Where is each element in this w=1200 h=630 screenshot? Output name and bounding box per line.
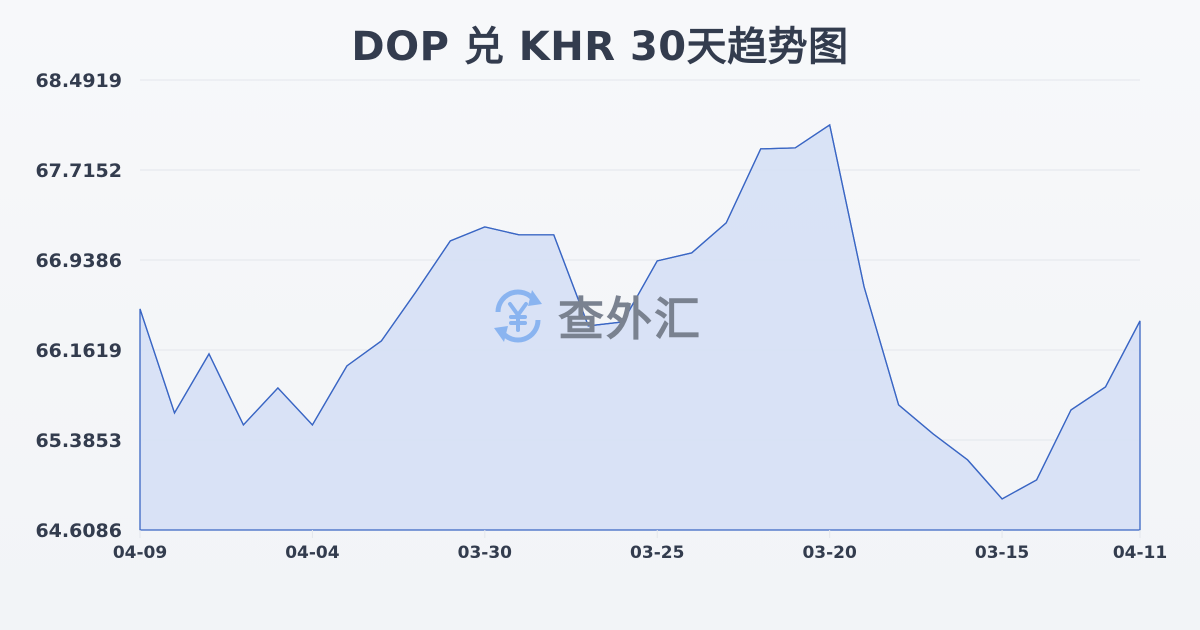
y-tick-label: 65.3853 xyxy=(35,430,122,452)
x-tick-label: 04-04 xyxy=(285,543,340,563)
y-tick-label: 64.6086 xyxy=(35,520,122,542)
x-tick-label: 03-30 xyxy=(458,543,513,563)
y-tick-label: 67.7152 xyxy=(35,160,122,182)
y-axis: 68.4919 67.7152 66.9386 66.1619 65.3853 64.60… xyxy=(35,70,122,542)
x-tick-label: 04-11 xyxy=(1113,543,1167,563)
y-tick-label: 66.9386 xyxy=(35,250,122,272)
watermark: 查外汇 xyxy=(488,286,702,346)
x-tick-label: 03-15 xyxy=(975,543,1029,563)
x-tick-label: 03-20 xyxy=(802,543,857,563)
y-tick-label: 68.4919 xyxy=(35,70,122,92)
x-tick-label: 03-25 xyxy=(630,543,684,563)
x-tick-label: 04-09 xyxy=(113,543,167,563)
yen-exchange-icon xyxy=(494,289,542,343)
chart-title: DOP 兑 KHR 30天趋势图 xyxy=(351,24,849,70)
watermark-text: 查外汇 xyxy=(558,292,702,346)
x-axis: 04-09 04-04 03-30 03-25 03-20 03-15 04-11 xyxy=(113,530,1167,563)
y-tick-label: 66.1619 xyxy=(35,340,122,362)
data-line xyxy=(139,123,1141,500)
